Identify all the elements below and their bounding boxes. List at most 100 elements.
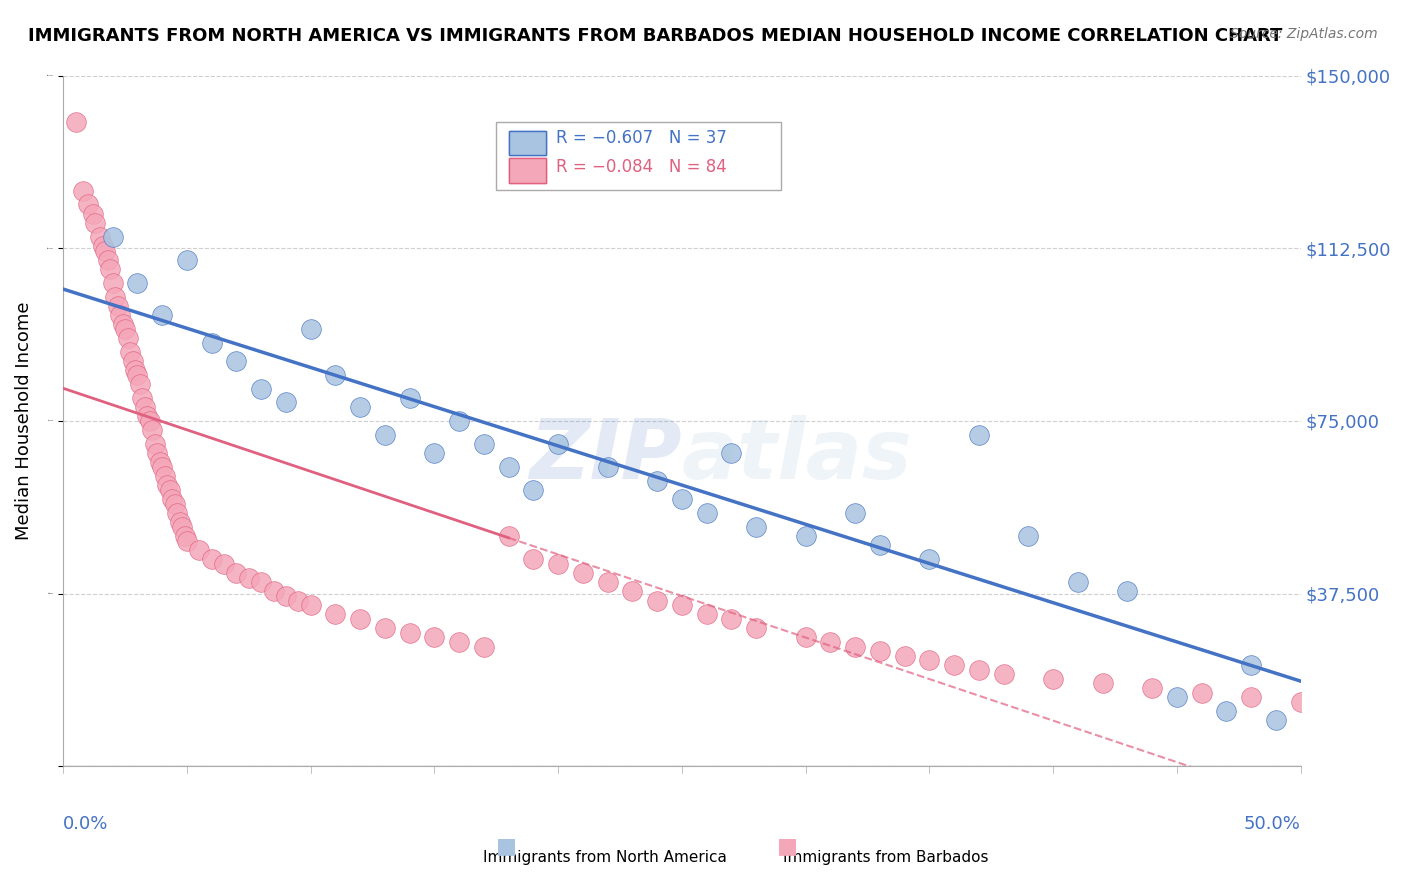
Point: [893, 648, 915, 663]
Point: [547, 437, 569, 451]
Point: [274, 589, 297, 603]
Point: [1116, 584, 1139, 599]
Point: [572, 566, 595, 580]
Point: [143, 437, 166, 451]
Point: [150, 460, 173, 475]
Point: [170, 520, 193, 534]
Point: [1240, 690, 1263, 705]
Point: [720, 446, 742, 460]
Point: [153, 469, 176, 483]
Point: [173, 529, 195, 543]
Point: [423, 446, 446, 460]
Point: [918, 653, 941, 667]
Point: [844, 506, 866, 520]
Point: [1017, 529, 1039, 543]
Point: [449, 414, 471, 428]
Point: [547, 557, 569, 571]
Point: [1289, 695, 1312, 709]
Point: [299, 598, 322, 612]
Point: [111, 317, 134, 331]
Text: ■: ■: [496, 837, 516, 856]
Point: [745, 621, 768, 635]
Point: [993, 667, 1015, 681]
Point: [176, 533, 198, 548]
Point: [1140, 681, 1163, 695]
Point: [225, 354, 247, 368]
Point: [869, 538, 891, 552]
Point: [101, 229, 124, 244]
Text: ■: ■: [778, 837, 797, 856]
Text: R = −0.084   N = 84: R = −0.084 N = 84: [555, 158, 727, 176]
Point: [696, 607, 718, 622]
Point: [398, 625, 420, 640]
Point: [325, 607, 347, 622]
Point: [160, 492, 183, 507]
Point: [101, 276, 124, 290]
Point: [129, 377, 152, 392]
Point: [967, 663, 990, 677]
Text: Source: ZipAtlas.com: Source: ZipAtlas.com: [1230, 27, 1378, 41]
Point: [124, 363, 146, 377]
Point: [263, 584, 285, 599]
Text: 50.0%: 50.0%: [1244, 814, 1301, 832]
Point: [150, 308, 173, 322]
Point: [89, 229, 111, 244]
Point: [794, 529, 817, 543]
Point: [1215, 704, 1237, 718]
Point: [94, 244, 117, 258]
Point: [349, 400, 371, 414]
Point: [374, 621, 396, 635]
Point: [820, 635, 842, 649]
Point: [250, 382, 273, 396]
Point: [498, 460, 520, 475]
Point: [77, 197, 100, 211]
Point: [596, 575, 619, 590]
Point: [166, 506, 188, 520]
Point: [114, 322, 136, 336]
Point: [671, 492, 693, 507]
Point: [120, 344, 142, 359]
Text: ZIP: ZIP: [529, 415, 682, 496]
Point: [1042, 672, 1064, 686]
Point: [449, 635, 471, 649]
Point: [146, 446, 169, 460]
Point: [844, 640, 866, 654]
Point: [1067, 575, 1090, 590]
FancyBboxPatch shape: [509, 131, 546, 155]
Point: [522, 552, 544, 566]
Text: IMMIGRANTS FROM NORTH AMERICA VS IMMIGRANTS FROM BARBADOS MEDIAN HOUSEHOLD INCOM: IMMIGRANTS FROM NORTH AMERICA VS IMMIGRA…: [28, 27, 1282, 45]
Text: Immigrants from Barbados: Immigrants from Barbados: [783, 850, 988, 865]
Point: [745, 520, 768, 534]
Point: [1191, 685, 1213, 699]
Point: [522, 483, 544, 497]
Point: [299, 322, 322, 336]
Point: [117, 331, 139, 345]
Point: [149, 455, 172, 469]
Point: [918, 552, 941, 566]
Point: [274, 395, 297, 409]
Point: [621, 584, 644, 599]
Text: atlas: atlas: [682, 415, 912, 496]
Y-axis label: Median Household Income: Median Household Income: [15, 301, 32, 541]
Point: [596, 460, 619, 475]
Text: Immigrants from North America: Immigrants from North America: [482, 850, 727, 865]
Point: [498, 529, 520, 543]
Point: [287, 593, 309, 607]
Point: [91, 239, 114, 253]
Point: [1166, 690, 1188, 705]
Point: [398, 391, 420, 405]
Point: [374, 427, 396, 442]
Point: [121, 354, 143, 368]
Point: [84, 216, 107, 230]
Point: [325, 368, 347, 382]
Point: [169, 515, 191, 529]
Point: [201, 552, 224, 566]
Point: [163, 497, 186, 511]
Point: [472, 640, 495, 654]
FancyBboxPatch shape: [509, 159, 546, 183]
Point: [141, 423, 163, 437]
Point: [720, 612, 742, 626]
Point: [97, 252, 120, 267]
Point: [104, 289, 127, 303]
Point: [136, 409, 159, 424]
